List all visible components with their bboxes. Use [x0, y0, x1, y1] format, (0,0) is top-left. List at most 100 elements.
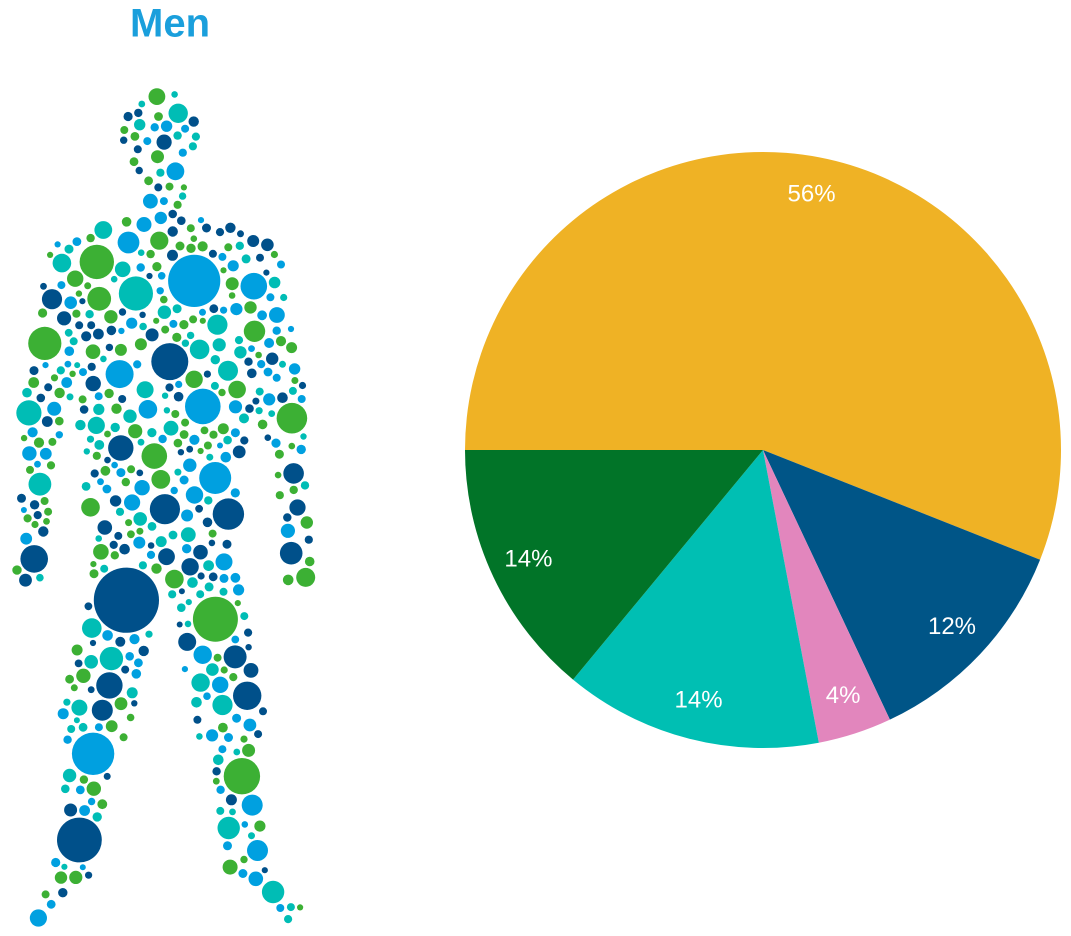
figure-dot [191, 697, 202, 708]
figure-dot [233, 584, 245, 596]
figure-dot [202, 223, 211, 233]
figure-dot [175, 241, 185, 251]
figure-dot [191, 673, 210, 692]
figure-dot [115, 507, 125, 516]
figure-dot [168, 103, 188, 124]
figure-dot [286, 342, 298, 354]
figure-dot [183, 458, 197, 472]
figure-dot [134, 108, 143, 118]
figure-dot [230, 488, 240, 498]
figure-dot [75, 321, 84, 330]
figure-dot [185, 486, 204, 504]
figure-dot [268, 410, 276, 417]
figure-dot [193, 715, 202, 724]
figure-dot [212, 338, 226, 352]
figure-dot [83, 448, 91, 455]
figure-dot [150, 231, 169, 250]
figure-dot [89, 569, 99, 579]
figure-dot [229, 673, 238, 682]
figure-dot [218, 745, 227, 754]
figure-dot [104, 456, 111, 464]
figure-dot [134, 480, 150, 496]
figure-dot [184, 620, 192, 628]
figure-dot [266, 352, 279, 365]
figure-dot [87, 286, 112, 311]
figure-dot [93, 544, 109, 560]
figure-dot [156, 134, 172, 150]
figure-dot [165, 182, 174, 191]
pie-slice [465, 450, 763, 680]
figure-dot [289, 499, 306, 516]
figure-dot [193, 645, 212, 664]
figure-dot [197, 447, 204, 455]
figure-dot [261, 867, 268, 874]
figure-dot [54, 241, 61, 248]
figure-dot [38, 526, 49, 537]
figure-dot [283, 463, 304, 484]
figure-dot [280, 523, 295, 538]
figure-dot [57, 281, 66, 290]
figure-dot [208, 529, 217, 538]
figure-dot [243, 718, 257, 732]
figure-dot [248, 832, 255, 840]
figure-dot [119, 733, 128, 742]
figure-dot [64, 296, 77, 310]
figure-dot [87, 797, 96, 806]
figure-dot [181, 418, 190, 427]
figure-dot [218, 388, 226, 397]
figure-dot [264, 338, 275, 348]
figure-dot [65, 674, 74, 684]
figure-dot [79, 244, 115, 280]
figure-dot [177, 216, 186, 225]
figure-dot [181, 124, 190, 133]
figure-dot [288, 442, 296, 450]
figure-dot [57, 708, 69, 720]
figure-dot [44, 383, 53, 392]
figure-dot [36, 393, 46, 403]
figure-dot [138, 561, 147, 570]
figure-dot [138, 400, 158, 419]
figure-dot [86, 781, 102, 796]
figure-dot [193, 544, 208, 560]
figure-dot [161, 325, 170, 334]
figure-dot [156, 287, 164, 295]
figure-dot [61, 377, 73, 388]
figure-dot [51, 857, 61, 868]
figure-dot [160, 295, 168, 304]
figure-dot [99, 646, 124, 671]
figure-dot [156, 168, 165, 177]
figure-dot [87, 686, 95, 694]
figure-dot [279, 360, 286, 368]
figure-dot [158, 434, 167, 444]
figure-dot [215, 228, 225, 237]
figure-dot [147, 542, 155, 549]
figure-dot [71, 732, 115, 775]
figure-dot [199, 308, 206, 316]
figure-dot [248, 345, 255, 352]
figure-dot [126, 713, 135, 722]
figure-dot [131, 700, 138, 707]
human-figure [12, 88, 316, 927]
figure-dot [94, 221, 113, 239]
figure-dot [178, 632, 197, 651]
figure-dot [20, 545, 48, 573]
figure-dot [234, 336, 244, 345]
figure-dot [259, 707, 267, 716]
figure-dot [126, 317, 138, 329]
figure-dot [33, 510, 42, 520]
figure-dot [143, 137, 152, 146]
figure-dot [188, 142, 197, 151]
figure-dot [269, 307, 285, 323]
figure-dot [136, 469, 144, 477]
figure-dot [136, 527, 144, 535]
figure-dot [146, 272, 153, 280]
figure-dot [104, 430, 111, 438]
figure-dot [206, 663, 219, 676]
figure-dot [179, 320, 189, 330]
figure-dot [222, 539, 232, 549]
figure-dot [76, 668, 91, 683]
figure-dot [47, 401, 62, 416]
figure-dot [208, 539, 216, 547]
figure-dot [81, 482, 91, 491]
